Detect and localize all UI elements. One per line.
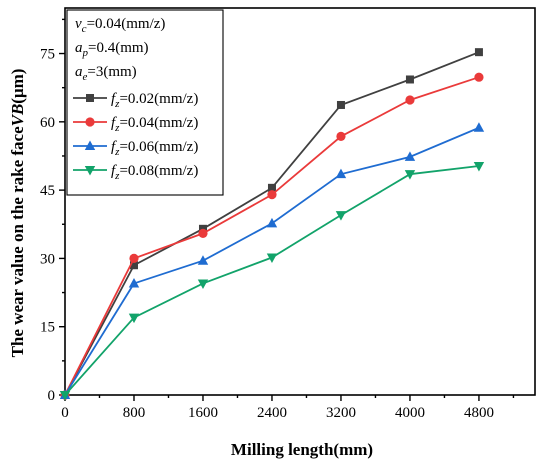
legend-marker [86,94,94,102]
y-tick-label: 60 [40,115,55,131]
y-axis-title-var: VB [8,104,27,127]
series-line [64,165,480,396]
data-point [129,261,138,270]
data-point [266,253,278,264]
data-point [405,75,414,84]
y-tick-label: 15 [40,320,55,336]
data-point [267,190,277,200]
series-4 [59,161,485,401]
x-tick-label: 4800 [464,405,494,421]
x-tick-label: 800 [123,405,146,421]
data-point [404,170,416,180]
x-tick-label: 4000 [395,405,425,421]
x-tick-label: 3200 [326,405,356,421]
y-tick-label: 0 [48,388,56,404]
legend-label: fz=0.04(mm/z) [111,115,198,134]
data-point [197,279,209,289]
x-tick-label: 1600 [188,405,218,421]
legend-marker [85,117,95,127]
y-axis-title: The wear value on the rake faceVB(μm) [8,69,27,358]
data-point [267,183,276,192]
y-tick-label: 75 [40,47,55,63]
legend-label: fz=0.06(mm/z) [111,139,198,158]
data-point [335,168,347,179]
data-point [404,151,416,161]
legend-box [66,9,224,196]
series-2 [60,72,484,400]
x-axis-title: Milling length(mm) [231,440,373,459]
legend-label: fz=0.02(mm/z) [111,91,198,110]
data-point [266,217,278,228]
condition-label: ap=0.4(mm) [75,40,149,59]
legend-label: fz=0.08(mm/z) [111,163,198,182]
x-tick-label: 0 [61,405,69,421]
plot-frame [64,7,536,396]
data-point [405,95,415,105]
x-tick-label: 2400 [257,405,287,421]
data-point [129,253,139,264]
y-tick-label: 30 [40,251,55,267]
legend-entry: fz=0.08(mm/z) [73,163,198,182]
condition-label: ae=3(mm) [75,64,137,83]
data-point [336,100,345,109]
condition-label: vc=0.04(mm/z) [75,16,165,35]
series-3 [59,122,485,399]
legend-entry: fz=0.02(mm/z) [73,91,198,110]
data-point [198,228,208,238]
legend-marker [84,166,96,176]
data-point [474,72,484,82]
data-point [473,122,485,132]
legend-entry: fz=0.04(mm/z) [73,115,198,134]
data-point [128,277,140,288]
data-point [473,161,485,172]
y-axis-title-prefix: The wear value on the rake face [8,126,27,357]
data-point [59,391,71,401]
data-point [128,313,140,324]
y-tick-label: 45 [40,183,55,199]
data-point [336,131,346,141]
data-point [474,48,483,57]
data-point [197,255,209,265]
data-point [335,211,347,221]
y-axis-title-unit: (μm) [8,69,27,104]
legend-entry: fz=0.06(mm/z) [73,139,198,158]
legend-marker [84,140,96,150]
